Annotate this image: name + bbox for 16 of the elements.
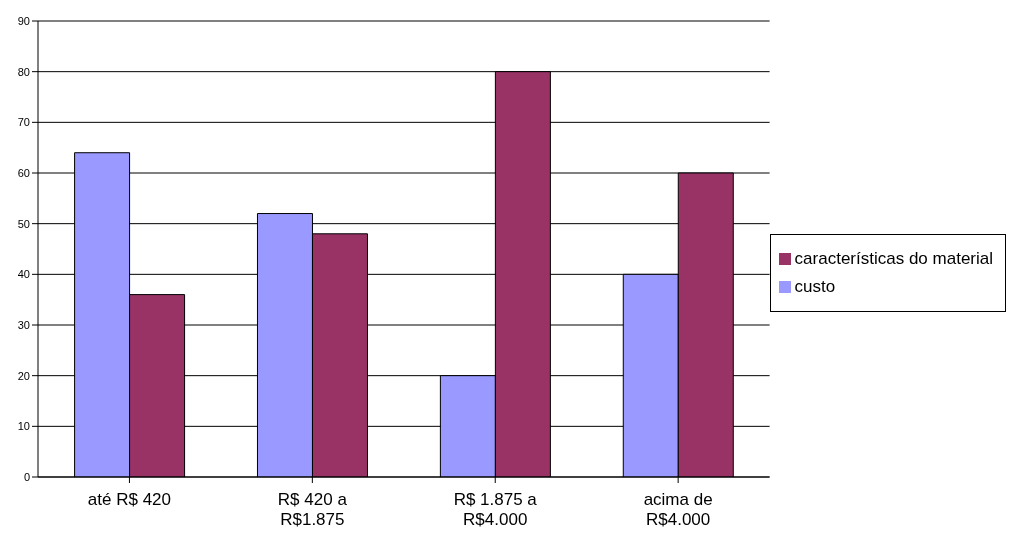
x-tick-label: acima de R$4.000 (643, 490, 713, 529)
y-tick-label: 60 (17, 166, 30, 179)
y-tick-label: 10 (17, 420, 30, 433)
y-tick-label: 50 (17, 217, 30, 230)
y-tick-label: 80 (17, 65, 30, 78)
legend-label: custo (794, 276, 836, 296)
x-tick-label: R$ 1.875 a R$4.000 (453, 490, 538, 529)
y-tick-label: 40 (17, 268, 30, 281)
y-tick-label: 0 (23, 470, 30, 483)
x-tick-label: até R$ 420 (87, 490, 172, 509)
y-tick-label: 90 (17, 14, 30, 27)
legend-label: características do material (794, 248, 993, 268)
y-tick-label: 70 (17, 116, 30, 129)
y-tick-label: 20 (17, 369, 30, 382)
x-tick-label: R$ 420 a R$1.875 (277, 490, 348, 529)
y-tick-label: 30 (17, 318, 30, 331)
